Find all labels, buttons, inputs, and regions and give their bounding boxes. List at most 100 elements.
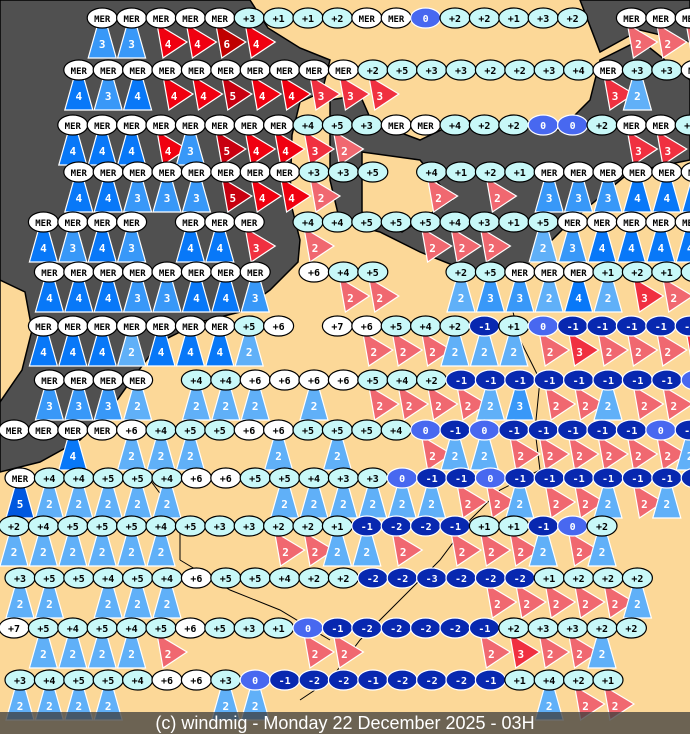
temperature-label: MER	[188, 269, 205, 279]
station: -1	[357, 669, 389, 691]
wind-marker-icon	[655, 330, 688, 368]
station: 2+1	[680, 262, 690, 282]
station: +1	[498, 211, 530, 233]
wind-force: 2	[128, 546, 135, 559]
temperature-label: MER	[247, 169, 264, 179]
wind-force: 2	[606, 450, 613, 463]
wind-force: 2	[576, 450, 583, 463]
temperature-label: -2	[455, 676, 467, 687]
station: 2 -1	[533, 369, 577, 422]
wind-force: 3	[69, 242, 76, 255]
wind-force: 4	[40, 346, 47, 359]
temperature-label: MER	[594, 219, 611, 229]
temperature-label: MER	[153, 323, 170, 333]
wind-force: 2	[429, 450, 436, 463]
wind-force: 2	[540, 242, 547, 255]
temperature-label: MER	[659, 169, 676, 179]
temperature-label: +5	[43, 574, 55, 585]
station: 4 MER	[174, 211, 206, 263]
station: 2 -1	[615, 419, 659, 472]
wind-marker-icon	[391, 330, 424, 368]
wind-force: 2	[222, 400, 229, 413]
temperature-label: +5	[73, 676, 85, 687]
wind-force: 2	[341, 145, 348, 158]
wind-force: 2	[465, 498, 472, 511]
temperature-label: -2	[396, 676, 408, 687]
temperature-label: MER	[182, 219, 199, 229]
temperature-label: -1	[602, 474, 614, 485]
station: 2 +4	[92, 567, 124, 619]
temperature-label: +2	[273, 522, 285, 533]
temperature-label: MER	[71, 377, 88, 387]
temperature-label: +5	[249, 474, 261, 485]
station: 4 MER	[586, 211, 618, 263]
station: 2 -1	[645, 315, 688, 368]
wind-force: 4	[46, 292, 53, 305]
station: 2 +5	[174, 419, 206, 471]
wind-force: 5	[229, 90, 236, 103]
temperature-label: MER	[688, 67, 690, 77]
wind-marker-icon	[220, 74, 253, 112]
wind-force: 2	[663, 498, 670, 511]
temperature-label: -2	[308, 676, 320, 687]
station: +5	[351, 419, 383, 441]
temperature-label: -2	[420, 624, 432, 635]
temperature-label: +3	[14, 574, 26, 585]
station: 3 MER	[151, 261, 183, 313]
temperature-label: MER	[623, 122, 640, 132]
wind-force: 2	[252, 400, 259, 413]
wind-force: 3	[128, 38, 135, 51]
temperature-label: 0	[658, 426, 664, 437]
temperature-label: +2	[484, 168, 496, 179]
station: 2 +4	[439, 211, 483, 264]
station: 4 MER	[269, 161, 312, 214]
station: 2 +2	[0, 515, 30, 567]
station: 2 +6	[351, 315, 394, 368]
station: 2 MER	[122, 369, 154, 421]
temperature-label: -2	[361, 624, 373, 635]
station: +3	[651, 59, 683, 81]
wind-marker-icon	[338, 276, 371, 314]
station: +4	[269, 567, 301, 589]
temperature-label: MER	[218, 169, 235, 179]
wind-force: 2	[46, 598, 53, 611]
station: 2 +4	[116, 617, 148, 669]
wind-force: 6	[223, 38, 230, 51]
temperature-label-bubble	[680, 60, 690, 80]
wind-force: 2	[312, 242, 319, 255]
temperature-label: -1	[684, 322, 690, 333]
temperature-label: +3	[337, 168, 349, 179]
temperature-label: -3	[426, 574, 438, 585]
temperature-label: +2	[367, 66, 379, 77]
wind-marker-icon	[544, 482, 577, 520]
wind-force: 4	[187, 242, 194, 255]
temperature-label-bubble	[122, 369, 154, 391]
station: -2	[445, 669, 477, 691]
station: +6	[174, 617, 206, 639]
wind-force: 4	[40, 242, 47, 255]
temperature-label: MER	[12, 475, 29, 485]
wind-force: 2	[311, 498, 318, 511]
wind-force: 2	[75, 700, 82, 713]
station: -2	[357, 567, 389, 589]
station: 4 MER	[63, 59, 95, 111]
temperature-label: -1	[537, 426, 549, 437]
temperature-label: MER	[35, 323, 52, 333]
station: 4 MER	[63, 261, 95, 313]
station: 4 MER	[174, 7, 218, 60]
temperature-label: MER	[94, 323, 111, 333]
temperature-label: +3	[243, 14, 255, 25]
wind-force: 2	[605, 292, 612, 305]
wind-force: 4	[282, 145, 289, 158]
wind-force: 2	[547, 346, 554, 359]
temperature-label: MER	[682, 15, 690, 25]
wind-force: 2	[164, 498, 171, 511]
wind-force: 2	[582, 700, 589, 713]
station: 2 -1	[562, 369, 606, 422]
wind-force: 2	[340, 498, 347, 511]
temperature-label: +5	[390, 218, 402, 229]
temperature-label: +1	[514, 676, 526, 687]
wind-marker-icon	[456, 384, 489, 422]
temperature-label: +5	[331, 426, 343, 437]
station: 3 -1	[556, 315, 600, 368]
